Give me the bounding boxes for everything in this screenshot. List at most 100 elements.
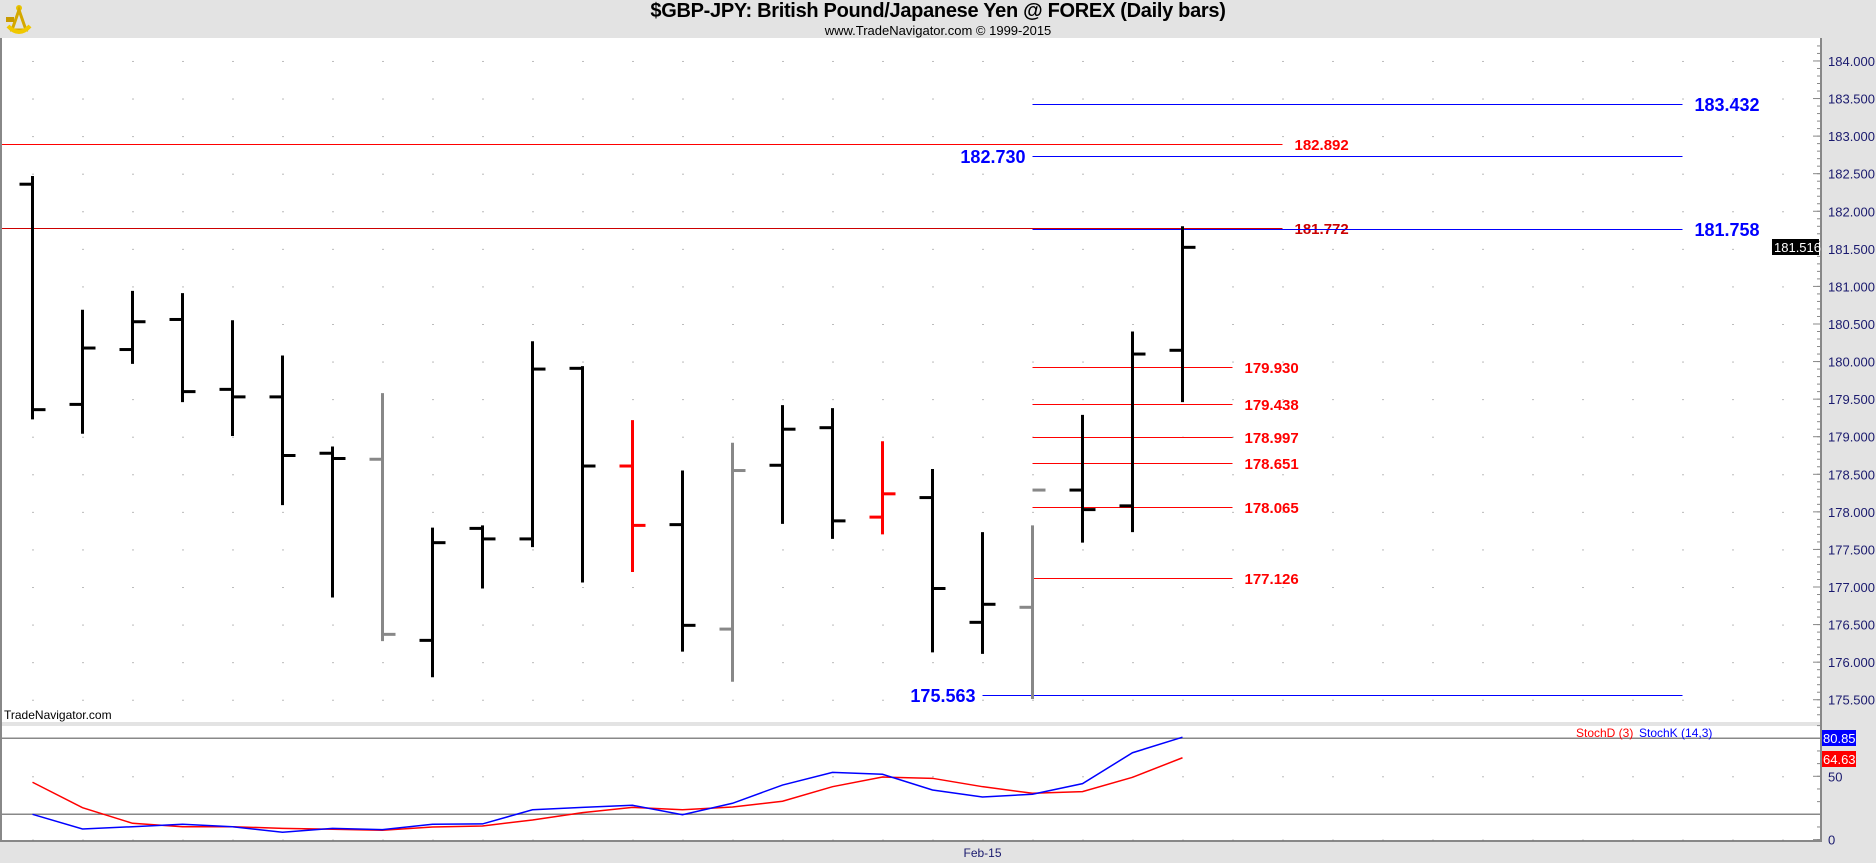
grid-dot bbox=[1082, 662, 1084, 664]
grid-dot bbox=[782, 286, 784, 288]
grid-dot bbox=[182, 474, 184, 476]
grid-dot bbox=[1782, 776, 1784, 778]
grid-dot bbox=[432, 699, 434, 701]
grid-dot bbox=[1582, 776, 1584, 778]
grid-dot bbox=[1182, 474, 1184, 476]
grid-dot bbox=[1482, 361, 1484, 363]
grid-dot bbox=[632, 286, 634, 288]
grid-dot bbox=[1032, 136, 1034, 138]
grid-dot bbox=[482, 699, 484, 701]
grid-dot bbox=[1732, 136, 1734, 138]
grid-dot bbox=[1682, 136, 1684, 138]
grid-dot bbox=[1732, 587, 1734, 589]
grid-dot bbox=[432, 839, 434, 841]
grid-dot bbox=[1232, 248, 1234, 250]
y-tick-label: 176.000 bbox=[1828, 655, 1875, 670]
grid-dot bbox=[982, 776, 984, 778]
y-tick-label: 182.500 bbox=[1828, 167, 1875, 182]
grid-dot bbox=[1082, 549, 1084, 551]
grid-dot bbox=[1682, 323, 1684, 325]
grid-dot bbox=[1032, 361, 1034, 363]
grid-dot bbox=[82, 474, 84, 476]
grid-dot bbox=[932, 136, 934, 138]
grid-dot bbox=[632, 211, 634, 213]
grid-dot bbox=[1232, 173, 1234, 175]
grid-dot bbox=[382, 98, 384, 100]
grid-dot bbox=[1682, 173, 1684, 175]
grid-dot bbox=[1432, 211, 1434, 213]
grid-dot bbox=[1682, 399, 1684, 401]
y-tick-label: 184.000 bbox=[1828, 54, 1875, 69]
grid-dot bbox=[1632, 474, 1634, 476]
grid-dot bbox=[1232, 361, 1234, 363]
grid-dot bbox=[682, 323, 684, 325]
grid-dot bbox=[1132, 839, 1134, 841]
grid-dot bbox=[482, 323, 484, 325]
grid-dot bbox=[482, 776, 484, 778]
grid-dot bbox=[432, 98, 434, 100]
grid-dot bbox=[732, 361, 734, 363]
grid-dot bbox=[382, 173, 384, 175]
y-tick-label: 181.500 bbox=[1828, 242, 1875, 257]
grid-dot bbox=[782, 549, 784, 551]
level-label: 182.892 bbox=[1295, 137, 1349, 154]
grid-dot bbox=[1432, 98, 1434, 100]
grid-dot bbox=[1732, 323, 1734, 325]
grid-dot bbox=[1182, 839, 1184, 841]
grid-dot bbox=[1782, 474, 1784, 476]
grid-dot bbox=[882, 248, 884, 250]
grid-dot bbox=[82, 839, 84, 841]
grid-dot bbox=[532, 776, 534, 778]
grid-dot bbox=[432, 60, 434, 62]
grid-dot bbox=[1582, 624, 1584, 626]
grid-dot bbox=[1782, 98, 1784, 100]
level-label: 182.730 bbox=[960, 147, 1025, 167]
grid-dot bbox=[382, 361, 384, 363]
grid-dot bbox=[1382, 211, 1384, 213]
grid-dot bbox=[332, 662, 334, 664]
grid-dot bbox=[832, 323, 834, 325]
grid-dot bbox=[32, 60, 34, 62]
grid-dot bbox=[1132, 173, 1134, 175]
grid-dot bbox=[1532, 624, 1534, 626]
grid-dot bbox=[1332, 399, 1334, 401]
grid-dot bbox=[1532, 173, 1534, 175]
grid-dot bbox=[1382, 436, 1384, 438]
grid-dot bbox=[82, 136, 84, 138]
stochk-value-badge: 80.85 bbox=[1822, 730, 1856, 746]
grid-dot bbox=[1282, 549, 1284, 551]
grid-dot bbox=[832, 662, 834, 664]
grid-dot bbox=[582, 60, 584, 62]
price-panel[interactable] bbox=[2, 38, 1821, 722]
grid-dot bbox=[1632, 549, 1634, 551]
grid-dot bbox=[832, 399, 834, 401]
grid-dot bbox=[1332, 839, 1334, 841]
grid-dot bbox=[1632, 587, 1634, 589]
grid-dot bbox=[232, 587, 234, 589]
grid-dot bbox=[382, 839, 384, 841]
grid-dot bbox=[1482, 248, 1484, 250]
y-tick-label: 177.500 bbox=[1828, 542, 1875, 557]
grid-dot bbox=[1032, 211, 1034, 213]
grid-dot bbox=[882, 399, 884, 401]
grid-dot bbox=[782, 699, 784, 701]
grid-dot bbox=[232, 436, 234, 438]
grid-dot bbox=[1082, 399, 1084, 401]
grid-dot bbox=[1782, 286, 1784, 288]
panel-separator[interactable] bbox=[0, 722, 1821, 726]
grid-dot bbox=[132, 587, 134, 589]
grid-dot bbox=[1682, 699, 1684, 701]
grid-dot bbox=[982, 323, 984, 325]
grid-dot bbox=[1532, 248, 1534, 250]
grid-dot bbox=[1682, 549, 1684, 551]
grid-dot bbox=[1632, 286, 1634, 288]
grid-dot bbox=[1482, 98, 1484, 100]
grid-dot bbox=[932, 286, 934, 288]
grid-dot bbox=[932, 361, 934, 363]
grid-dot bbox=[432, 776, 434, 778]
grid-dot bbox=[1382, 549, 1384, 551]
grid-dot bbox=[1032, 286, 1034, 288]
grid-dot bbox=[1332, 286, 1334, 288]
grid-dot bbox=[132, 436, 134, 438]
